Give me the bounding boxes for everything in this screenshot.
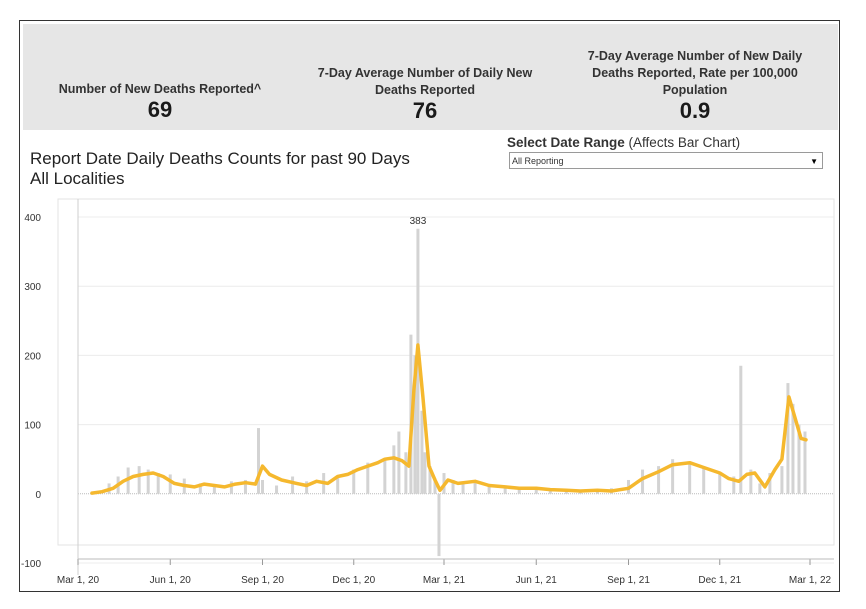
bar: [768, 473, 772, 494]
bar: [641, 469, 645, 494]
y-tick-label: 200: [24, 351, 41, 362]
bar: [256, 428, 260, 494]
x-tick-label: Mar 1, 21: [423, 575, 466, 586]
bar: [423, 452, 427, 494]
bar: [517, 488, 521, 494]
bar: [146, 469, 150, 494]
axis-layer: 400 300 200 100 0 -100 Mar 1, 20 Jun 1, 20 Sep 1…: [21, 199, 834, 586]
bar: [732, 476, 736, 494]
x-tick-label: Dec 1, 20: [332, 575, 375, 586]
bar: [503, 486, 507, 494]
kpi-label: Number of New Deaths Reported^: [58, 82, 262, 96]
bar: [534, 486, 538, 494]
data-label-peak: 383: [410, 216, 427, 227]
bar: [397, 431, 401, 494]
bar: [336, 476, 340, 494]
daily-deaths-chart: 400 300 200 100 0 -100 Mar 1, 20 Jun 1, 20 Sep 1…: [21, 198, 835, 586]
seven-day-average-line: [90, 343, 808, 495]
chart-title-line2: All Localities: [30, 169, 125, 188]
dropdown-arrow-icon[interactable]: ▼: [810, 157, 818, 166]
bar: [702, 466, 706, 494]
kpi-new-deaths: Number of New Deaths Reported^ 69: [40, 81, 280, 122]
y-tick-label: 0: [35, 490, 41, 501]
bar: [198, 483, 202, 494]
kpi-value: 0.9: [679, 98, 711, 123]
date-range-selected-value: All Reporting: [512, 156, 564, 166]
bar: [433, 478, 437, 494]
x-tick-label: Sep 1, 21: [607, 575, 650, 586]
bar: [229, 481, 233, 494]
dashboard-frame: Number of New Deaths Reported^ 69 7-Day …: [19, 20, 840, 592]
kpi-7day-rate: 7-Day Average Number of New Daily Deaths…: [568, 48, 822, 123]
bar: [305, 481, 309, 494]
bar: [291, 476, 295, 494]
bar: [595, 490, 599, 494]
bar: [383, 459, 387, 494]
date-range-label: Select Date Range (Affects Bar Chart): [507, 135, 740, 150]
y-tick-label: -100: [21, 559, 41, 570]
y-tick-label: 300: [24, 282, 41, 293]
grid-layer: [57, 198, 835, 564]
bar: [780, 466, 784, 494]
bar: [168, 474, 172, 494]
bar: [212, 485, 216, 494]
bar: [739, 365, 743, 494]
chart-title: Report Date Daily Deaths Counts for past…: [30, 149, 410, 189]
line-layer: [90, 343, 808, 495]
kpi-value: 69: [147, 97, 173, 122]
bar: [487, 485, 491, 494]
bar: [137, 466, 141, 494]
bar: [786, 383, 790, 494]
y-tick-label: 100: [24, 421, 41, 432]
x-tick-label: Dec 1, 21: [698, 575, 741, 586]
date-range-label-bold: Select Date Range: [507, 135, 625, 150]
bar: [366, 462, 370, 494]
bar: [437, 493, 441, 557]
kpi-7day-average: 7-Day Average Number of Daily New Deaths…: [305, 65, 545, 123]
bar: [392, 445, 396, 494]
bar: [243, 479, 247, 494]
bar: [404, 452, 408, 494]
bar: [451, 479, 455, 494]
chart-title-line1: Report Date Daily Deaths Counts for past…: [30, 149, 410, 168]
x-tick-label: Sep 1, 20: [241, 575, 284, 586]
bar: [156, 473, 160, 494]
kpi-band: [23, 24, 838, 130]
date-range-select[interactable]: All Reporting ▼: [509, 152, 823, 169]
x-tick-label: Jun 1, 21: [516, 575, 558, 586]
bar: [671, 459, 675, 494]
x-tick-label: Jun 1, 20: [150, 575, 192, 586]
bar: [791, 403, 795, 494]
bar: [758, 483, 762, 494]
bar: [420, 410, 424, 494]
kpi-value: 76: [412, 98, 438, 123]
bar: [261, 479, 265, 494]
bar: [275, 485, 279, 494]
bar: [413, 355, 417, 494]
y-tick-label: 400: [24, 213, 41, 224]
x-tick-label: Mar 1, 22: [789, 575, 832, 586]
bar: [461, 483, 465, 494]
bar-layer: [90, 228, 807, 557]
kpi-label: 7-Day Average Number of New Daily Deaths…: [587, 49, 803, 97]
date-range-label-rest: (Affects Bar Chart): [624, 135, 741, 150]
plot-area: [57, 198, 835, 546]
kpi-label: 7-Day Average Number of Daily New Deaths…: [317, 66, 533, 97]
bar: [803, 431, 807, 494]
bar: [428, 466, 432, 494]
bar: [718, 473, 722, 494]
bar: [352, 469, 356, 494]
bar: [657, 466, 661, 494]
bar: [797, 424, 801, 494]
x-tick-label: Mar 1, 20: [57, 575, 100, 586]
bar: [749, 469, 753, 494]
bar: [473, 481, 477, 494]
bar: [688, 462, 692, 494]
